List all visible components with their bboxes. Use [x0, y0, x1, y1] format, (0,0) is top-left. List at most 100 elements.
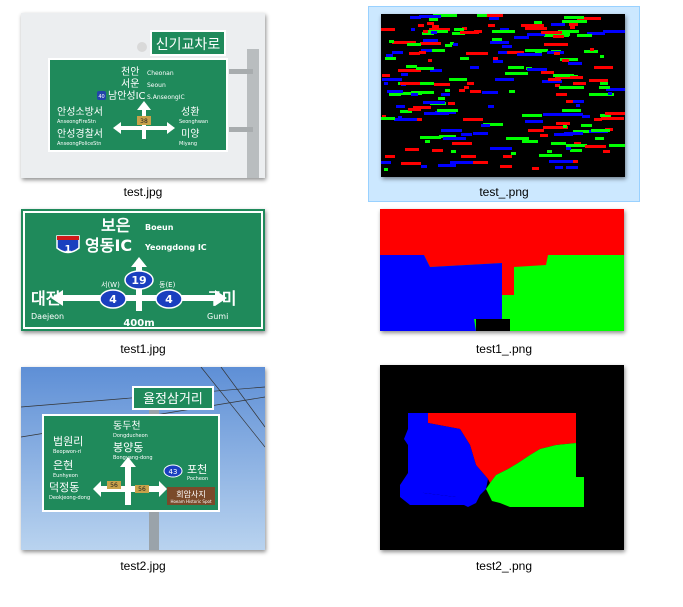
noise-segment [437, 109, 458, 112]
noise-segment [441, 129, 462, 132]
noise-segment [438, 164, 456, 167]
noise-segment [582, 115, 590, 118]
file-name: test2.jpg [120, 559, 166, 573]
noise-segment [573, 82, 586, 85]
svg-text:4: 4 [109, 293, 117, 306]
noise-segment [401, 162, 421, 165]
noise-segment [562, 59, 569, 62]
svg-text:Pocheon: Pocheon [187, 476, 208, 482]
noise-segment [385, 57, 396, 60]
noise-segment [609, 144, 625, 147]
svg-text:은현: 은현 [53, 459, 73, 472]
noise-segment [451, 150, 456, 153]
noise-segment [441, 93, 450, 96]
noise-segment [473, 161, 488, 164]
noise-segment [506, 51, 524, 54]
noise-segment [461, 155, 476, 158]
noise-segment [521, 24, 544, 27]
noise-segment [562, 109, 581, 112]
noise-segment [454, 28, 464, 31]
thumbnail-test1-png [380, 209, 624, 331]
noise-segment [492, 38, 502, 41]
noise-segment [419, 51, 426, 54]
file-tile-test1-jpg[interactable]: 보은 Boeun 1 영동IC Yeongdong IC 19 4 4 서(W)… [14, 204, 272, 364]
file-name: test_.png [479, 185, 529, 199]
noise-segment [601, 117, 624, 120]
svg-text:56: 56 [110, 482, 118, 489]
noise-segment [525, 120, 543, 123]
noise-segment [600, 55, 604, 58]
svg-text:Miyang: Miyang [179, 141, 197, 147]
svg-text:S.AnseongIC: S.AnseongIC [147, 94, 185, 101]
noise-segment [506, 137, 529, 140]
noise-segment [443, 137, 466, 140]
svg-text:56: 56 [138, 486, 146, 493]
noise-segment [381, 28, 395, 31]
noise-segment [534, 21, 542, 24]
noise-segment [503, 155, 512, 158]
noise-segment [430, 69, 442, 72]
noise-segment [460, 57, 469, 60]
noise-segment [410, 16, 421, 19]
noise-segment [389, 40, 394, 43]
noise-segment [541, 31, 562, 34]
noise-segment [559, 86, 584, 89]
noise-segment [411, 93, 418, 96]
noise-segment [413, 106, 431, 109]
noise-segment [466, 52, 475, 55]
noise-segment [423, 39, 438, 42]
noise-segment [461, 133, 472, 136]
noise-segment [587, 32, 605, 35]
noise-segment [527, 33, 545, 36]
svg-text:4: 4 [165, 293, 173, 306]
thumbnail-test1-jpg: 보은 Boeun 1 영동IC Yeongdong IC 19 4 4 서(W)… [21, 209, 265, 331]
noise-segment [439, 135, 456, 138]
noise-segment [564, 16, 584, 19]
noise-segment [608, 92, 612, 95]
noise-segment [576, 104, 580, 107]
file-tile-test2-jpg[interactable]: 율정삼거리 동두천 Dongducheon 봉양동 Bongyang-dong … [14, 362, 272, 576]
noise-segment [427, 22, 434, 25]
noise-segment [453, 43, 458, 46]
noise-segment [488, 24, 495, 27]
file-tile-test2-png[interactable]: test2_.png [368, 362, 640, 576]
noise-segment [407, 43, 421, 46]
svg-text:보은: 보은 [101, 216, 131, 235]
noise-segment [450, 42, 454, 45]
file-name: test1_.png [475, 342, 533, 356]
noise-segment [488, 105, 494, 108]
noise-segment [400, 82, 423, 85]
svg-text:1: 1 [65, 244, 72, 255]
noise-segment [420, 136, 441, 139]
file-tile-test-png[interactable]: test_.png [368, 6, 640, 202]
svg-text:율정삼거리: 율정삼거리 [143, 392, 203, 407]
file-tile-test-jpg[interactable]: 신기교차로 천안 Cheonan 서운 Seoun 40 남안성IC S.Ans… [14, 8, 272, 203]
noise-segment [590, 48, 594, 51]
noise-segment [429, 28, 450, 31]
noise-segment [570, 76, 583, 79]
noise-segment [543, 113, 563, 116]
svg-text:19: 19 [131, 274, 146, 287]
noise-segment [603, 30, 625, 33]
noise-segment [502, 45, 512, 48]
noise-segment [384, 82, 388, 85]
noise-segment [509, 90, 515, 93]
noise-segment [600, 114, 611, 117]
noise-segment [525, 27, 547, 30]
noise-segment [551, 142, 566, 145]
noise-segment [396, 105, 405, 108]
noise-segment [482, 91, 498, 94]
noise-segment [452, 32, 465, 35]
noise-segment [569, 23, 578, 26]
noise-segment [418, 24, 424, 27]
noise-segment [462, 27, 467, 30]
svg-text:Seonghwan: Seonghwan [179, 119, 208, 125]
file-tile-test1-png[interactable]: test1_.png [368, 204, 640, 364]
svg-text:포천: 포천 [187, 462, 207, 476]
svg-text:Daejeon: Daejeon [31, 312, 64, 321]
svg-text:Dongducheon: Dongducheon [113, 433, 148, 439]
noise-segment [473, 132, 488, 135]
noise-segment [467, 82, 474, 85]
svg-text:남안성IC: 남안성IC [108, 90, 146, 102]
noise-segment [385, 155, 395, 158]
